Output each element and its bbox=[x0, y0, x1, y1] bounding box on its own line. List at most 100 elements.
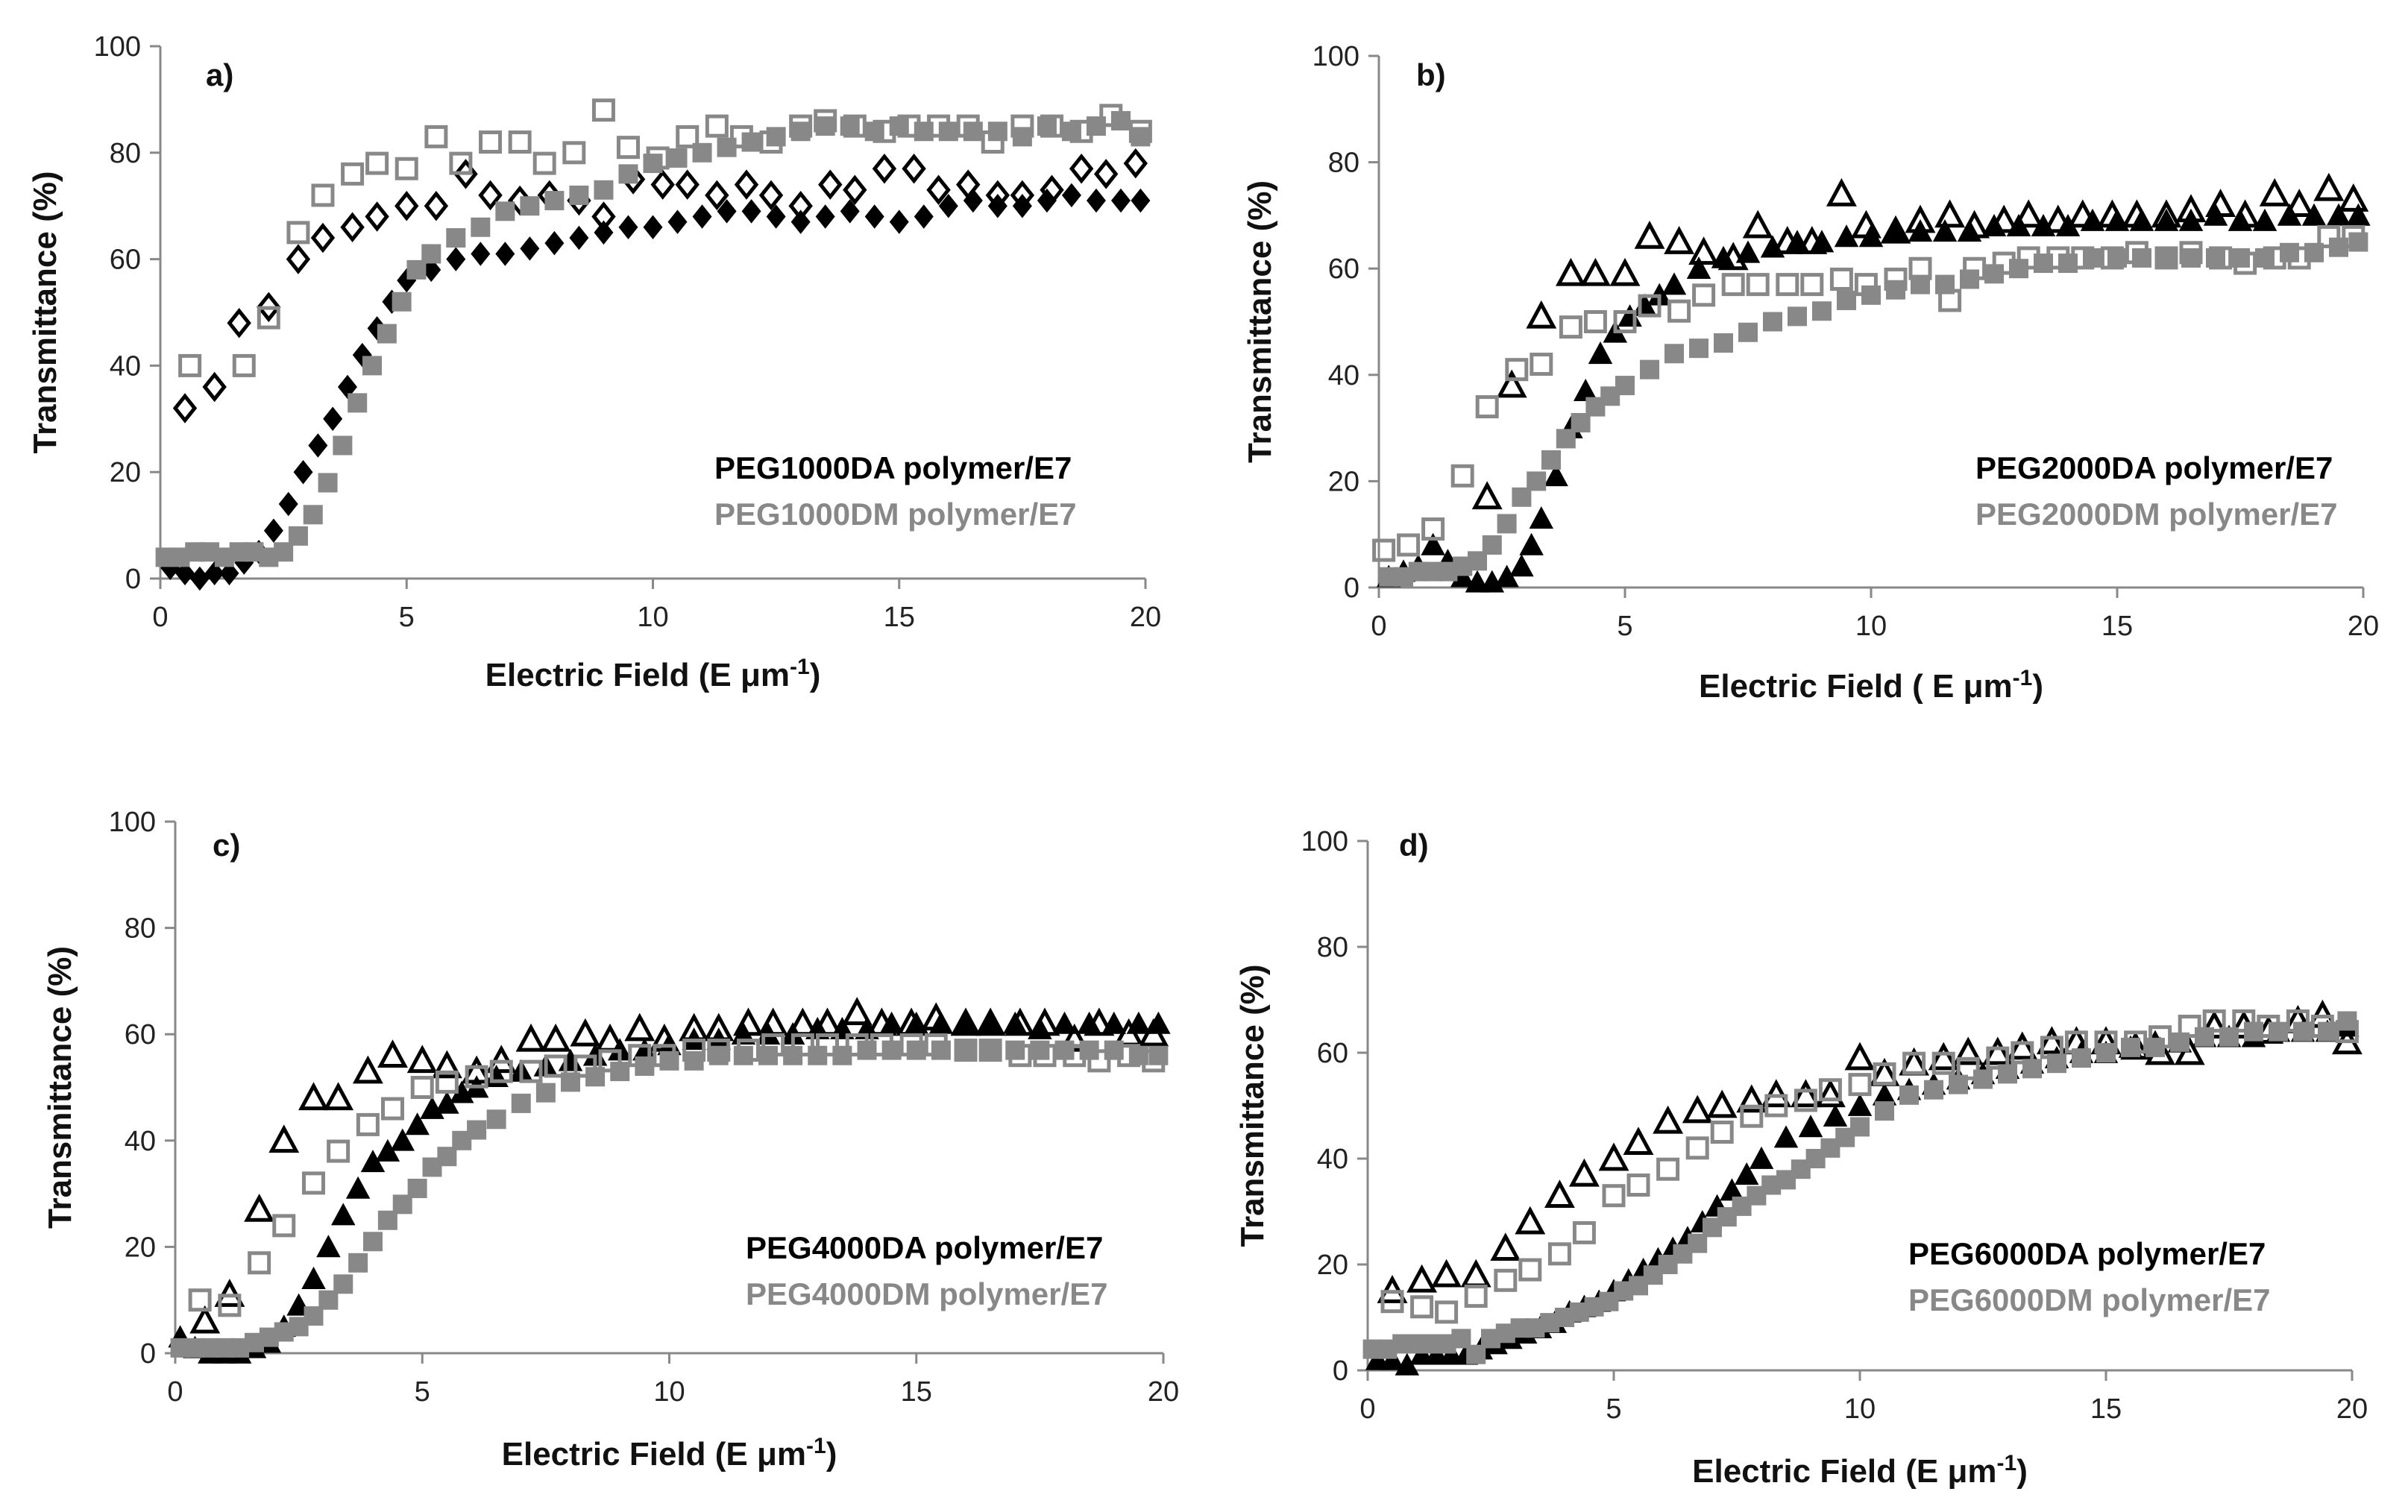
x-tick-label: 10 bbox=[1855, 611, 1887, 642]
data-point bbox=[1746, 273, 1770, 297]
data-point bbox=[2157, 248, 2176, 268]
data-point bbox=[897, 114, 921, 138]
data-point bbox=[1794, 1089, 1817, 1112]
data-point bbox=[2232, 1009, 2256, 1033]
data-point bbox=[515, 1023, 547, 1052]
data-point bbox=[1688, 236, 1720, 265]
data-point bbox=[956, 1040, 975, 1060]
data-point bbox=[2178, 1015, 2201, 1038]
data-point bbox=[872, 153, 897, 184]
data-point bbox=[1030, 1040, 1050, 1060]
data-point bbox=[729, 125, 753, 148]
data-point bbox=[1087, 1049, 1111, 1073]
data-point bbox=[1460, 1259, 1491, 1288]
data-point bbox=[1931, 1051, 1955, 1075]
data-point bbox=[301, 1266, 326, 1289]
data-point bbox=[899, 1033, 923, 1056]
data-point bbox=[544, 230, 565, 256]
data-point bbox=[1796, 226, 1828, 254]
data-point bbox=[1138, 1018, 1169, 1047]
data-point bbox=[1568, 1158, 1600, 1187]
data-point bbox=[1077, 1011, 1101, 1034]
data-point bbox=[1884, 267, 1908, 291]
data-point bbox=[2287, 246, 2311, 270]
data-point bbox=[286, 221, 310, 245]
data-point bbox=[544, 191, 565, 211]
y-tick-label: 60 bbox=[110, 245, 141, 276]
data-point bbox=[1450, 464, 1474, 488]
y-tick-label: 60 bbox=[1317, 1038, 1348, 1069]
data-point bbox=[316, 1235, 341, 1258]
data-point bbox=[2016, 246, 2040, 270]
data-point bbox=[302, 1171, 325, 1195]
data-point bbox=[1992, 251, 2016, 275]
data-point bbox=[323, 1082, 354, 1111]
data-point bbox=[1850, 1117, 1870, 1137]
legend-entry: PEG6000DA polymer/E7 bbox=[1908, 1236, 2266, 1271]
x-tick-label: 15 bbox=[2102, 611, 2133, 642]
data-point bbox=[708, 1045, 729, 1065]
data-point bbox=[495, 201, 515, 221]
data-point bbox=[1959, 210, 1990, 239]
data-point bbox=[759, 130, 783, 154]
data-point bbox=[643, 215, 663, 240]
y-axis-title: Transmittance (%) bbox=[42, 946, 78, 1229]
data-point bbox=[1902, 1051, 1926, 1075]
data-point bbox=[520, 196, 540, 216]
data-point bbox=[1609, 257, 1641, 286]
data-point bbox=[2067, 199, 2099, 228]
data-point bbox=[1010, 180, 1035, 211]
x-tick-label: 20 bbox=[1130, 602, 1161, 633]
data-point bbox=[954, 1039, 978, 1062]
data-point bbox=[1721, 273, 1745, 297]
x-tick-label: 15 bbox=[2090, 1393, 2122, 1425]
data-point bbox=[1742, 210, 1773, 239]
data-point bbox=[486, 1109, 506, 1130]
data-point bbox=[1956, 1056, 1980, 1080]
data-point bbox=[1656, 1157, 1680, 1181]
data-point bbox=[535, 1083, 556, 1103]
data-point bbox=[1380, 1290, 1404, 1314]
data-point bbox=[1834, 224, 1859, 248]
data-point bbox=[479, 130, 503, 154]
series-group bbox=[1380, 1009, 2359, 1324]
data-point bbox=[1823, 1103, 1848, 1127]
data-point bbox=[1602, 1184, 1626, 1208]
data-point bbox=[461, 1055, 492, 1084]
data-point bbox=[1061, 183, 1081, 208]
data-point bbox=[1029, 1007, 1060, 1036]
data-point bbox=[348, 393, 368, 413]
y-tick-label: 100 bbox=[1301, 826, 1348, 857]
data-point bbox=[717, 199, 737, 224]
data-point bbox=[675, 169, 700, 200]
data-point bbox=[227, 308, 251, 338]
data-point bbox=[1818, 1078, 1842, 1102]
data-point bbox=[1494, 564, 1519, 588]
data-point bbox=[737, 1039, 760, 1062]
data-point bbox=[1509, 554, 1534, 577]
data-point bbox=[392, 292, 412, 312]
data-point bbox=[2310, 1015, 2334, 1038]
data-point bbox=[544, 1054, 568, 1078]
series-group bbox=[172, 148, 1148, 423]
data-point bbox=[1069, 153, 1094, 184]
y-tick-label: 0 bbox=[125, 564, 141, 595]
data-point bbox=[327, 1139, 350, 1163]
data-point bbox=[2132, 248, 2151, 268]
data-point bbox=[1435, 1300, 1459, 1324]
data-point bbox=[1714, 333, 1733, 353]
data-point bbox=[278, 491, 298, 517]
x-tick-label: 0 bbox=[152, 602, 168, 633]
data-point bbox=[1686, 256, 1711, 280]
data-point bbox=[2100, 246, 2124, 270]
data-point bbox=[1421, 532, 1445, 555]
data-point bbox=[394, 157, 418, 180]
data-point bbox=[1431, 1259, 1462, 1288]
data-point bbox=[2011, 1041, 2034, 1065]
x-axis-title: Electric Field (E μm-1) bbox=[502, 1434, 837, 1472]
data-point bbox=[1837, 290, 1856, 310]
data-point bbox=[232, 353, 256, 377]
y-tick-label: 0 bbox=[140, 1338, 156, 1370]
y-tick-label: 0 bbox=[1333, 1355, 1348, 1387]
data-point bbox=[1848, 1073, 1872, 1097]
